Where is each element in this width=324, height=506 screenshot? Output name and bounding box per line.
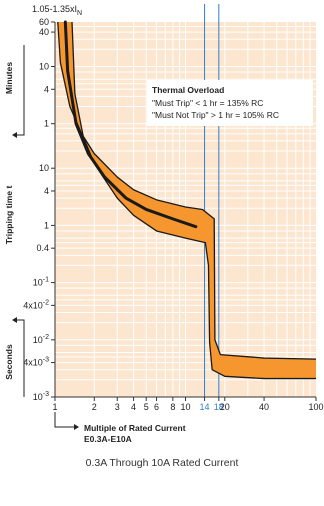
y-tick-base: 10: [33, 392, 43, 402]
seconds-bracket: [16, 319, 25, 397]
x-tick-label: 5: [144, 402, 149, 412]
y-tick-exponent: -3: [43, 391, 49, 398]
axis-arrows: [12, 45, 79, 430]
x-tick-label: 4: [131, 402, 136, 412]
callout-line-1: "Must Trip" < 1 hr = 135% RC: [152, 98, 263, 108]
x-axis-title: Multiple of Rated Current: [84, 423, 186, 433]
y-tick-label: 10: [39, 163, 49, 173]
callout-box: [147, 80, 313, 126]
y-tick-exponent: -2: [43, 334, 49, 341]
y-tick-label: 10-3: [33, 391, 49, 402]
minutes-bracket: [16, 45, 25, 136]
y-tick-label: 4x10-2: [23, 299, 49, 310]
x-tick-label: 100: [308, 402, 323, 412]
y-tick-label: 40: [39, 27, 49, 37]
thermal-overload-callout: Thermal Overload "Must Trip" < 1 hr = 13…: [147, 80, 313, 126]
y-label-tripping-time-text: Tripping time t: [4, 186, 14, 245]
y-tick-exponent: -1: [43, 277, 49, 284]
x-arrowhead: [74, 424, 79, 430]
y-label-minutes-text: Minutes: [4, 62, 14, 94]
x-tick-label: 8: [170, 402, 175, 412]
seconds-arrowhead: [12, 317, 17, 323]
x-tick-label: 40: [259, 402, 269, 412]
callout-line-2: "Must Not Trip" > 1 hr = 105% RC: [152, 110, 279, 120]
y-tick-exponent: -2: [43, 299, 49, 306]
y-tick-label: 1: [44, 119, 49, 129]
y-label-minutes: Minutes: [4, 62, 14, 94]
minutes-arrowhead: [12, 132, 17, 138]
x-tick-label: 18: [214, 402, 224, 412]
y-label-seconds-text: Seconds: [4, 344, 14, 380]
x-tick-label: 3: [115, 402, 120, 412]
y-tick-label: 4x10-3: [23, 357, 49, 368]
y-tick-base: 4x10: [23, 300, 43, 310]
y-tick-base: 4x10: [23, 358, 43, 368]
y-tick-label: 10: [39, 62, 49, 72]
x-tick-label: 2: [92, 402, 97, 412]
top-label-main: 1.05-1.35xI: [32, 4, 77, 14]
x-bracket: [54, 412, 74, 428]
y-tick-exponent: -3: [43, 357, 49, 364]
y-tick-label: 10-1: [33, 277, 49, 288]
band-lower-boundary: [71, 21, 316, 380]
y-tick-label: 10-2: [33, 334, 49, 345]
y-tick-label: 4: [44, 186, 49, 196]
y-tick-label: 4: [44, 84, 49, 94]
top-label: 1.05-1.35xIN: [32, 4, 82, 17]
y-label-seconds: Seconds: [4, 344, 14, 380]
x-axis-subtitle: E0.3A-E10A: [84, 434, 132, 444]
y-tick-label: 60: [39, 17, 49, 27]
y-label-tripping-time: Tripping time t: [4, 186, 14, 245]
x-tick-label: 1: [52, 402, 57, 412]
callout-title: Thermal Overload: [152, 85, 224, 95]
y-tick-base: 10: [33, 335, 43, 345]
x-tick-label: 10: [180, 402, 190, 412]
x-tick-label: 14: [200, 402, 210, 412]
x-tick-label: 20: [220, 402, 230, 412]
chart-caption: 0.3A Through 10A Rated Current: [85, 457, 239, 469]
mean-trip-curve: [63, 20, 198, 229]
top-label-sub: N: [77, 10, 82, 17]
x-tick-label: 6: [154, 402, 159, 412]
y-tick-label: 1: [44, 220, 49, 230]
y-tick-base: 10: [33, 278, 43, 288]
y-tick-label: 0.4: [36, 243, 49, 253]
